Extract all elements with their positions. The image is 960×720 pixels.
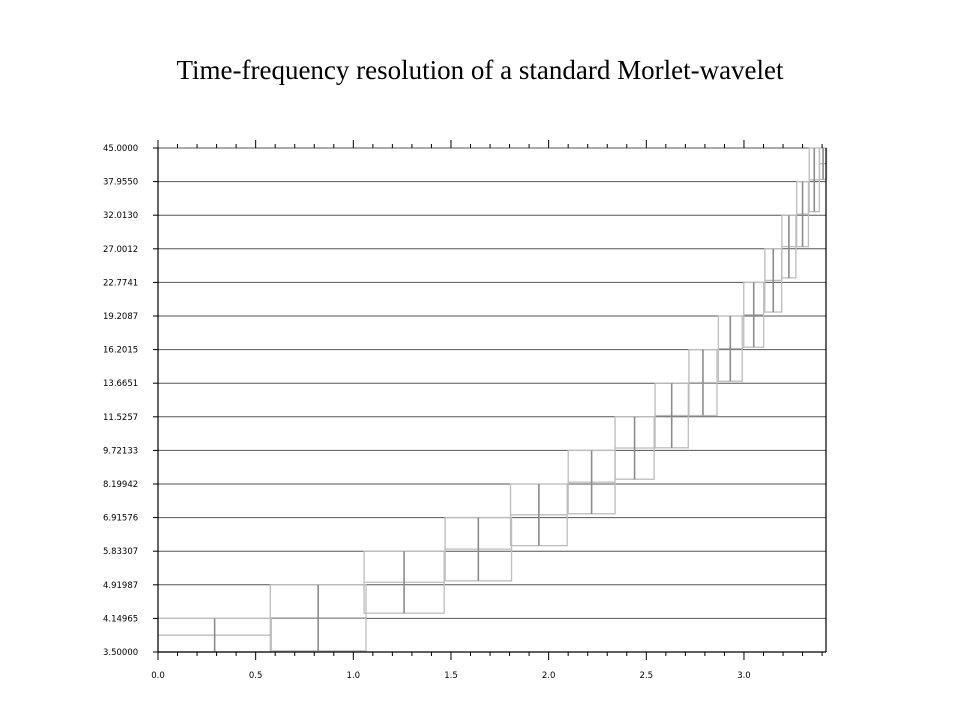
x-tick-label: 2.5 bbox=[640, 671, 654, 681]
x-tick-label: 0.0 bbox=[151, 671, 165, 681]
plot-frame bbox=[157, 148, 827, 653]
grid-lines bbox=[158, 147, 826, 653]
y-tick-label: 19.2087 bbox=[103, 312, 138, 322]
x-tick-label: 2.0 bbox=[542, 671, 556, 681]
y-tick-label: 8.19942 bbox=[103, 480, 138, 490]
y-tick-label: 4.14965 bbox=[103, 614, 138, 624]
time-frequency-tiles bbox=[157, 147, 828, 653]
y-tick-label: 45.0000 bbox=[103, 144, 138, 154]
y-axis: 3.50000 4.14965 4.91987 5.83307 6.91576 8.199… bbox=[103, 144, 158, 658]
y-tick-label: 11.5257 bbox=[103, 413, 138, 423]
y-tick-label: 5.83307 bbox=[103, 547, 138, 557]
x-tick-label: 3.0 bbox=[737, 671, 751, 681]
x-tick-label: 0.5 bbox=[249, 671, 263, 681]
y-tick-label: 4.91987 bbox=[103, 581, 138, 591]
x-axis: 0.0 0.5 1.0 1.5 2.0 2.5 3.0 bbox=[151, 140, 823, 681]
x-tick-label: 1.0 bbox=[347, 671, 361, 681]
y-tick-label: 37.9550 bbox=[103, 178, 138, 188]
y-tick-label: 9.72133 bbox=[103, 446, 138, 456]
y-tick-label: 3.50000 bbox=[103, 648, 138, 658]
x-tick-label: 1.5 bbox=[444, 671, 458, 681]
y-tick-label: 16.2015 bbox=[103, 346, 138, 356]
y-tick-label: 27.0012 bbox=[103, 245, 138, 255]
y-tick-label: 6.91576 bbox=[103, 514, 138, 524]
y-tick-label: 22.7741 bbox=[103, 278, 138, 288]
y-tick-label: 32.0130 bbox=[103, 211, 138, 221]
chart-title: Time-frequency resolution of a standard … bbox=[176, 55, 784, 85]
y-tick-label: 13.6651 bbox=[103, 379, 138, 389]
